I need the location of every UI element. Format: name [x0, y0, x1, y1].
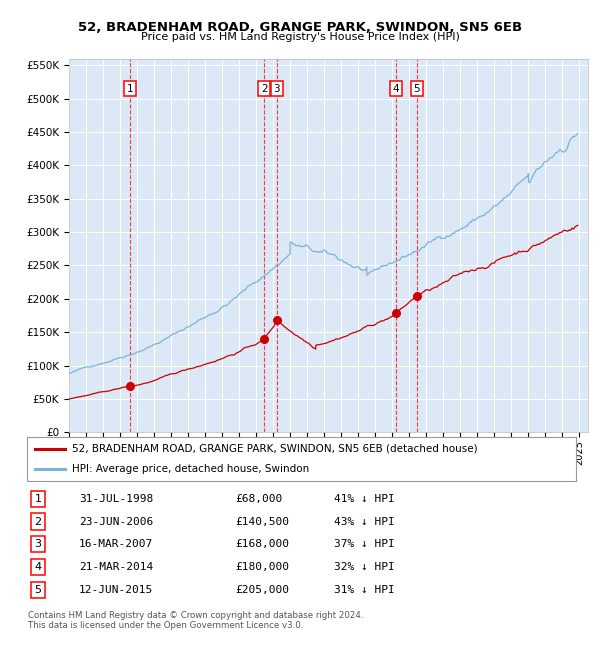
Text: 12-JUN-2015: 12-JUN-2015: [79, 585, 154, 595]
Text: 52, BRADENHAM ROAD, GRANGE PARK, SWINDON, SN5 6EB (detached house): 52, BRADENHAM ROAD, GRANGE PARK, SWINDON…: [72, 444, 478, 454]
Text: 31-JUL-1998: 31-JUL-1998: [79, 494, 154, 504]
Text: 5: 5: [413, 84, 420, 94]
Text: 1: 1: [127, 84, 133, 94]
Text: 3: 3: [34, 540, 41, 549]
Text: 2: 2: [34, 517, 41, 526]
Text: £140,500: £140,500: [236, 517, 290, 526]
Text: 43% ↓ HPI: 43% ↓ HPI: [334, 517, 395, 526]
Text: 2: 2: [261, 84, 268, 94]
Text: £180,000: £180,000: [236, 562, 290, 572]
Text: 31% ↓ HPI: 31% ↓ HPI: [334, 585, 395, 595]
Text: 5: 5: [34, 585, 41, 595]
Text: Contains HM Land Registry data © Crown copyright and database right 2024.: Contains HM Land Registry data © Crown c…: [28, 611, 364, 620]
Text: Price paid vs. HM Land Registry's House Price Index (HPI): Price paid vs. HM Land Registry's House …: [140, 32, 460, 42]
Text: 16-MAR-2007: 16-MAR-2007: [79, 540, 154, 549]
Text: £205,000: £205,000: [236, 585, 290, 595]
Text: 23-JUN-2006: 23-JUN-2006: [79, 517, 154, 526]
Text: 1: 1: [34, 494, 41, 504]
Text: 32% ↓ HPI: 32% ↓ HPI: [334, 562, 395, 572]
Text: 41% ↓ HPI: 41% ↓ HPI: [334, 494, 395, 504]
Text: 3: 3: [274, 84, 280, 94]
Text: £68,000: £68,000: [236, 494, 283, 504]
Text: 37% ↓ HPI: 37% ↓ HPI: [334, 540, 395, 549]
Text: 4: 4: [393, 84, 400, 94]
Text: This data is licensed under the Open Government Licence v3.0.: This data is licensed under the Open Gov…: [28, 621, 304, 630]
Text: £168,000: £168,000: [236, 540, 290, 549]
Text: 21-MAR-2014: 21-MAR-2014: [79, 562, 154, 572]
Text: HPI: Average price, detached house, Swindon: HPI: Average price, detached house, Swin…: [72, 464, 309, 474]
Text: 52, BRADENHAM ROAD, GRANGE PARK, SWINDON, SN5 6EB: 52, BRADENHAM ROAD, GRANGE PARK, SWINDON…: [78, 21, 522, 34]
Text: 4: 4: [34, 562, 41, 572]
